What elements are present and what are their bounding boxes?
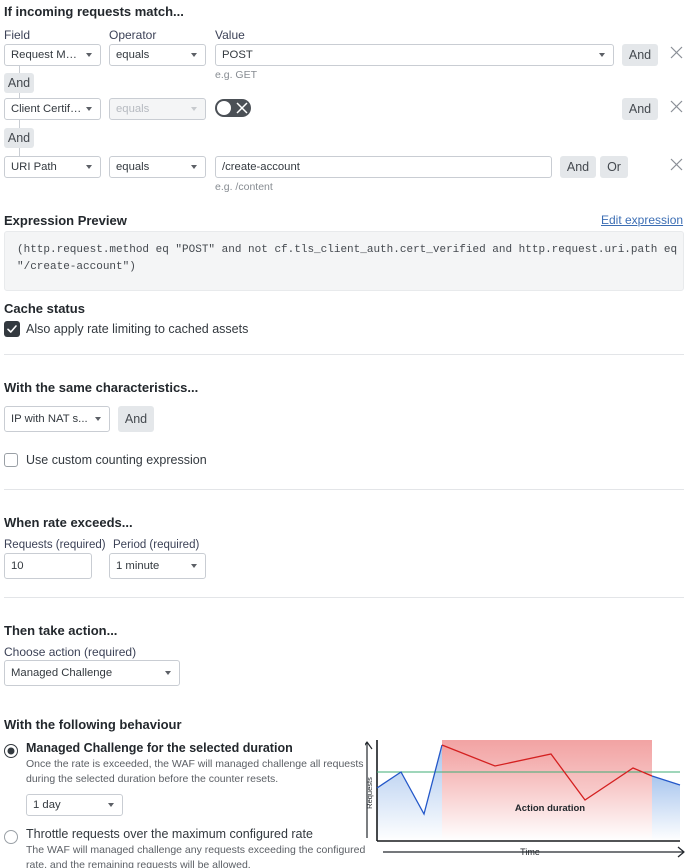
- svg-text:Action duration: Action duration: [515, 803, 585, 814]
- svg-text:Requests: Requests: [365, 777, 374, 809]
- svg-text:Time: Time: [520, 847, 540, 857]
